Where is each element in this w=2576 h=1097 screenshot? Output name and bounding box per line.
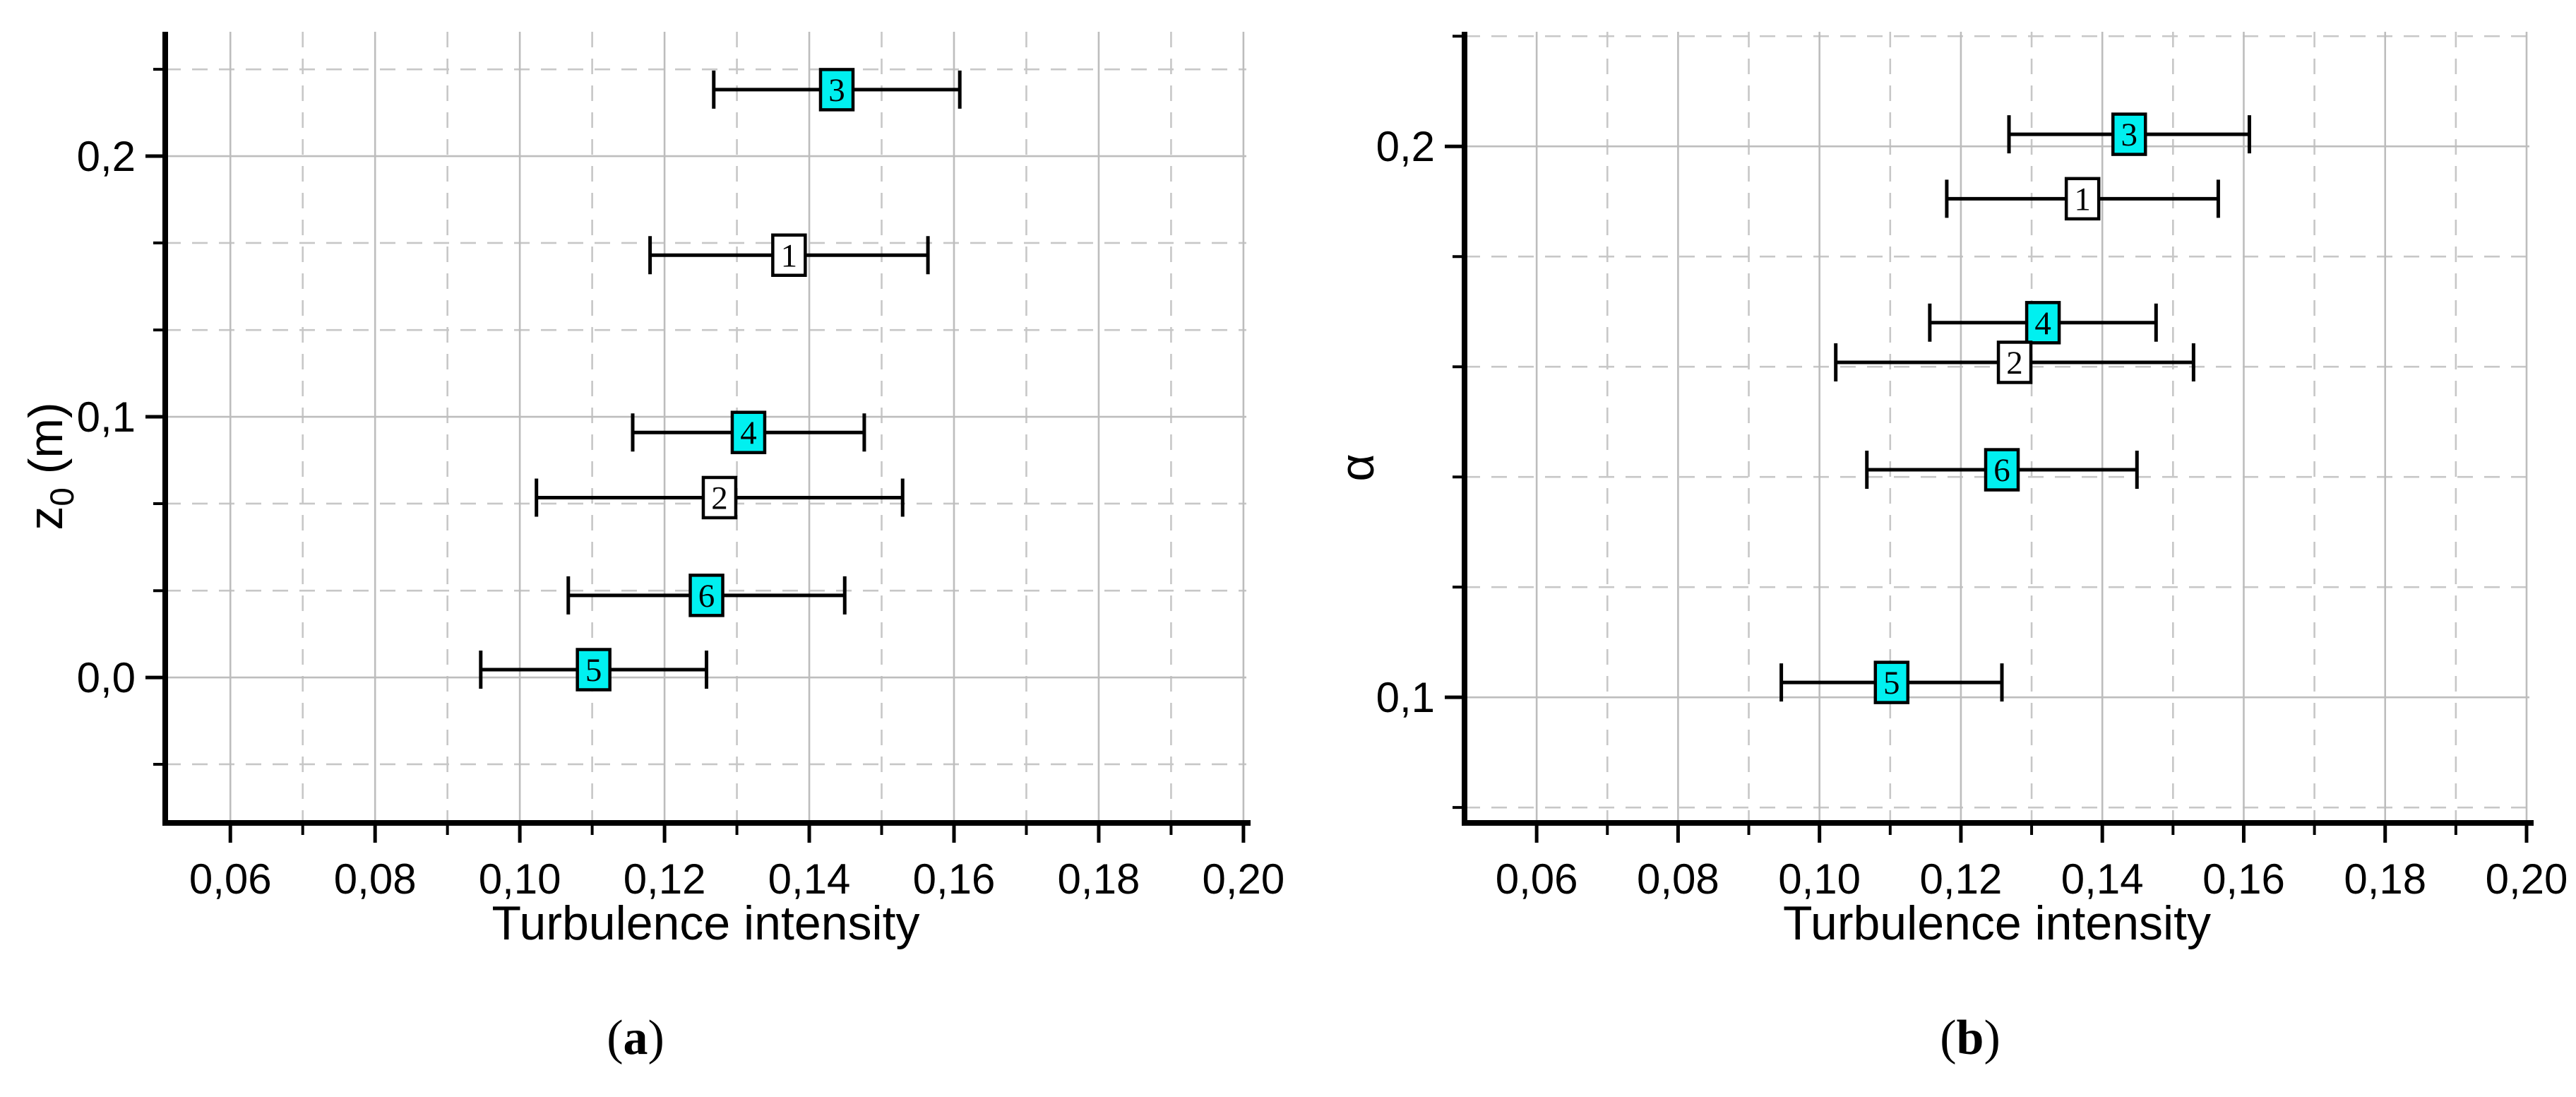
x-axis-title-panel-b: Turbulence intensity bbox=[1783, 896, 2211, 950]
x-tick-label-panel-b: 0,18 bbox=[2344, 855, 2426, 903]
y-axis-title-part: 0 bbox=[44, 487, 81, 506]
x-tick-label-panel-b: 0,08 bbox=[1637, 855, 1719, 903]
marker-label-point-5-panel-a: 5 bbox=[585, 652, 602, 689]
y-tick-label-panel-b: 0,2 bbox=[1376, 123, 1435, 170]
marker-label-point-4-panel-a: 4 bbox=[740, 415, 757, 451]
panel-b-caption: (b) bbox=[1940, 1011, 2000, 1065]
marker-box-point-2-panel-b bbox=[1996, 340, 2033, 384]
y-axis-title-part: (m) bbox=[19, 402, 73, 487]
x-tick-label-panel-b: 0,12 bbox=[1920, 855, 2003, 903]
marker-box-point-5-panel-b bbox=[1873, 660, 1910, 704]
marker-label-point-4-panel-b: 4 bbox=[2034, 305, 2051, 342]
x-tick-label-panel-a: 0,20 bbox=[1203, 855, 1285, 903]
marker-box-point-2-panel-a bbox=[701, 475, 738, 520]
marker-box-point-4-panel-b bbox=[2025, 301, 2061, 345]
marker-label-point-1-panel-b: 1 bbox=[2074, 181, 2091, 218]
panel-a-caption: (a) bbox=[607, 1011, 664, 1065]
y-axis-title-panel-b: α bbox=[1330, 453, 1384, 481]
y-tick-label-panel-a: 0,2 bbox=[77, 133, 136, 180]
x-tick-label-panel-a: 0,14 bbox=[768, 855, 851, 903]
x-axis-title-panel-a: Turbulence intensity bbox=[491, 896, 919, 950]
marker-label-point-1-panel-a: 1 bbox=[781, 237, 798, 274]
marker-box-point-3-panel-a bbox=[818, 68, 855, 112]
x-tick-label-panel-a: 0,16 bbox=[913, 855, 996, 903]
x-tick-label-panel-a: 0,06 bbox=[189, 855, 272, 903]
marker-box-point-6-panel-b bbox=[1984, 448, 2020, 492]
x-tick-label-panel-b: 0,06 bbox=[1496, 855, 1578, 903]
x-tick-label-panel-b: 0,10 bbox=[1778, 855, 1861, 903]
marker-label-point-5-panel-b: 5 bbox=[1883, 665, 1900, 701]
marker-box-point-4-panel-a bbox=[730, 410, 767, 454]
x-tick-label-panel-a: 0,10 bbox=[479, 855, 561, 903]
marker-label-point-6-panel-a: 6 bbox=[698, 578, 715, 615]
y-axis-title-part: α bbox=[1330, 453, 1384, 481]
marker-box-point-1-panel-b bbox=[2064, 177, 2101, 221]
x-tick-label-panel-a: 0,12 bbox=[624, 855, 706, 903]
x-tick-label-panel-a: 0,18 bbox=[1058, 855, 1140, 903]
marker-box-point-1-panel-a bbox=[771, 233, 807, 278]
x-tick-label-panel-b: 0,16 bbox=[2202, 855, 2285, 903]
marker-box-point-3-panel-b bbox=[2111, 112, 2147, 156]
marker-label-point-2-panel-b: 2 bbox=[2006, 345, 2023, 381]
y-axis-title-panel-a: z0 (m) bbox=[19, 402, 81, 530]
y-tick-label-panel-a: 0,0 bbox=[77, 654, 136, 701]
y-tick-label-panel-a: 0,1 bbox=[77, 393, 136, 441]
caption-letter: b bbox=[1956, 1011, 1984, 1065]
marker-box-point-6-panel-a bbox=[688, 574, 724, 617]
y-axis-title-part: z bbox=[19, 506, 73, 530]
marker-box-point-5-panel-a bbox=[576, 648, 612, 692]
marker-label-point-3-panel-b: 3 bbox=[2121, 117, 2137, 153]
y-tick-label-panel-b: 0,1 bbox=[1376, 674, 1435, 721]
x-tick-label-panel-b: 0,20 bbox=[2486, 855, 2568, 903]
caption-letter: a bbox=[623, 1011, 648, 1065]
marker-label-point-2-panel-a: 2 bbox=[711, 480, 728, 516]
marker-label-point-6-panel-b: 6 bbox=[1993, 452, 2010, 489]
x-tick-label-panel-b: 0,14 bbox=[2061, 855, 2144, 903]
marker-label-point-3-panel-a: 3 bbox=[828, 72, 845, 109]
x-tick-label-panel-a: 0,08 bbox=[334, 855, 417, 903]
